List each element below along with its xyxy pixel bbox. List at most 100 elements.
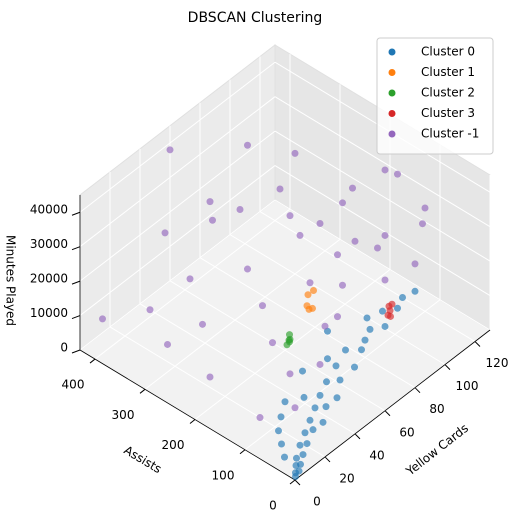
- y-tick-label: 400: [62, 378, 85, 392]
- legend-marker: [388, 48, 396, 56]
- point: [236, 205, 244, 213]
- point: [295, 467, 303, 475]
- grid-line: [144, 238, 341, 390]
- point: [321, 322, 329, 330]
- x-tick-label: 0: [313, 495, 321, 509]
- grid-line: [139, 303, 356, 435]
- point: [244, 141, 251, 149]
- y-tick-label: 200: [162, 438, 185, 452]
- point: [186, 275, 194, 283]
- point: [293, 454, 300, 462]
- y-tick: [139, 388, 146, 394]
- x-tick: [324, 456, 331, 463]
- point: [277, 413, 285, 421]
- point: [334, 313, 341, 321]
- point: [387, 312, 394, 320]
- legend-marker: [388, 69, 396, 76]
- point: [291, 149, 299, 157]
- point: [339, 199, 346, 207]
- legend-label: Cluster 2: [421, 86, 475, 100]
- point: [286, 335, 294, 343]
- x-tick: [444, 364, 451, 370]
- point: [394, 170, 401, 178]
- z-tick: [71, 315, 81, 320]
- z-tick-label: 30000: [30, 237, 68, 251]
- point: [351, 363, 358, 371]
- point: [300, 393, 308, 401]
- point: [311, 404, 319, 412]
- z-tick-label: 10000: [30, 306, 68, 320]
- axis-line: [294, 329, 491, 481]
- point: [394, 304, 401, 312]
- point: [316, 360, 324, 368]
- z-tick: [71, 246, 81, 251]
- point: [374, 244, 381, 252]
- y-tick: [239, 449, 246, 455]
- x-tick: [354, 433, 361, 440]
- grid-line: [229, 234, 446, 366]
- point: [363, 314, 371, 322]
- point: [286, 212, 294, 220]
- x-tick-label: 120: [486, 356, 509, 370]
- point: [161, 229, 169, 237]
- point: [358, 346, 365, 354]
- point: [411, 260, 419, 268]
- point: [316, 391, 324, 399]
- point: [297, 460, 304, 468]
- point: [309, 426, 317, 434]
- legend-label: Cluster -1: [421, 127, 479, 141]
- y-tick: [189, 419, 196, 424]
- z-tick-label: 40000: [30, 203, 68, 217]
- point: [281, 398, 289, 406]
- grid-line: [274, 165, 491, 296]
- point: [319, 418, 327, 426]
- x-tick: [474, 341, 481, 347]
- point: [336, 376, 344, 384]
- point: [381, 276, 389, 284]
- grid-line: [79, 199, 276, 351]
- point: [286, 370, 294, 378]
- grid-line: [94, 208, 291, 360]
- point: [342, 346, 349, 354]
- point: [399, 293, 406, 301]
- grid-line: [109, 326, 326, 458]
- point: [99, 315, 106, 323]
- point: [385, 302, 393, 310]
- point: [349, 184, 356, 192]
- point: [303, 440, 311, 448]
- point: [276, 185, 284, 193]
- legend-label: Cluster 3: [421, 106, 475, 120]
- point: [421, 204, 429, 212]
- point: [351, 237, 359, 245]
- point: [381, 322, 389, 330]
- point: [206, 198, 214, 206]
- point: [333, 394, 341, 402]
- grid-line: [274, 130, 491, 262]
- point: [281, 453, 288, 461]
- grid-line: [169, 280, 386, 412]
- x-tick: [384, 410, 391, 417]
- point: [306, 279, 314, 287]
- grid-line: [274, 96, 491, 228]
- point: [419, 220, 426, 228]
- legend-label: Cluster 1: [421, 65, 475, 79]
- point: [166, 146, 174, 154]
- x-tick-label: 80: [429, 402, 444, 416]
- x-tick-label: 40: [369, 448, 384, 462]
- point: [244, 265, 251, 273]
- x-tick: [414, 387, 421, 394]
- point: [379, 307, 386, 315]
- legend-label: Cluster 0: [421, 45, 475, 59]
- z-tick-label: 20000: [30, 272, 68, 286]
- point: [361, 336, 369, 344]
- z-tick: [71, 211, 81, 216]
- point: [332, 362, 340, 370]
- y-tick-label: 300: [112, 408, 135, 422]
- legend-marker: [388, 130, 396, 138]
- grid-line: [79, 96, 276, 248]
- grid-line: [274, 199, 491, 331]
- point: [199, 320, 206, 328]
- point: [259, 302, 266, 310]
- point: [306, 416, 314, 424]
